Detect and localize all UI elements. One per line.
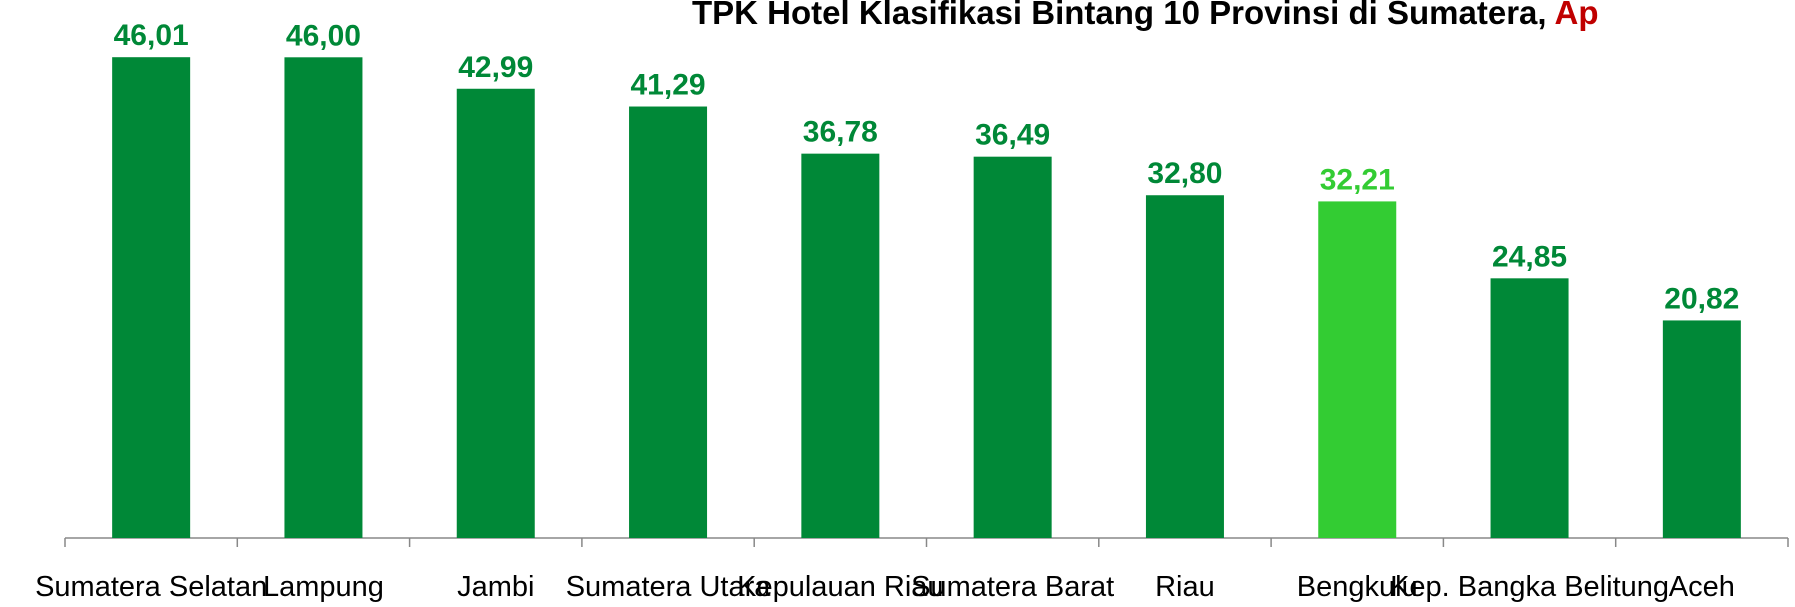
data-label: 46,01 (114, 19, 189, 52)
x-tick-label: Sumatera Barat (911, 571, 1114, 603)
title-text: TPK Hotel Klasifikasi Bintang 10 Provins… (692, 0, 1547, 31)
bar (112, 57, 191, 539)
x-tick-label: Aceh (1669, 571, 1735, 603)
x-tick-label: Jambi (457, 571, 534, 603)
x-tick-label: Riau (1155, 571, 1215, 603)
x-tick-label: Lampung (263, 571, 384, 603)
data-label: 42,99 (458, 51, 533, 84)
bar (801, 153, 880, 539)
data-label: 46,00 (286, 19, 361, 52)
title-highlight: Ap (1555, 0, 1599, 31)
data-label: 32,21 (1320, 163, 1395, 196)
x-tick-label: Sumatera Utara (566, 571, 772, 603)
data-label: 36,78 (803, 116, 878, 149)
x-tick-label: Sumatera Selatan (35, 571, 267, 603)
bar (1145, 195, 1224, 539)
x-tick-label: Kep. Bangka Belitung (1390, 571, 1669, 603)
bar (1318, 201, 1397, 538)
bar (629, 106, 708, 538)
data-label: 24,85 (1492, 240, 1567, 273)
bar (973, 156, 1052, 538)
x-tick-label: Bengkulu (1297, 571, 1418, 603)
bar (1490, 278, 1569, 538)
data-label: 20,82 (1664, 282, 1739, 315)
data-label: 36,49 (975, 119, 1050, 152)
bar (456, 88, 535, 538)
bar (284, 57, 363, 539)
chart-title: TPK Hotel Klasifikasi Bintang 10 Provins… (692, 0, 1599, 31)
x-tick-label: Kepulauan Riau (737, 571, 943, 603)
data-label: 32,80 (1147, 157, 1222, 190)
data-label: 41,29 (631, 69, 706, 102)
bar (1662, 320, 1741, 538)
